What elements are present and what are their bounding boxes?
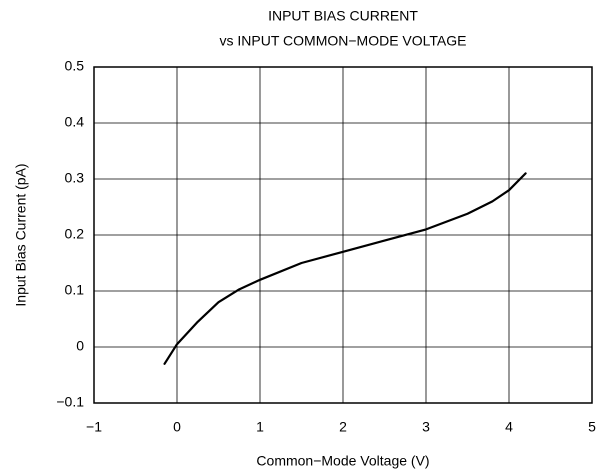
plot-frame <box>93 66 593 404</box>
y-tick-label: 0.5 <box>65 58 85 74</box>
x-tick-label: 5 <box>588 419 596 435</box>
y-axis-label: Input Bias Current (pA) <box>13 163 29 306</box>
x-tick-label: 3 <box>422 419 430 435</box>
y-tick-label: 0.1 <box>65 282 85 298</box>
y-tick-label: 0 <box>76 338 84 354</box>
y-tick-label: 0.3 <box>65 170 85 186</box>
y-tick-label: −0.1 <box>56 394 84 410</box>
x-tick-label: 4 <box>505 419 513 435</box>
y-tick-label: 0.4 <box>65 114 85 130</box>
data-line <box>163 172 527 365</box>
y-tick-label: 0.2 <box>65 226 85 242</box>
chart-title: INPUT BIAS CURRENT <box>268 8 418 24</box>
x-tick-label: 2 <box>339 419 347 435</box>
x-axis-label: Common−Mode Voltage (V) <box>256 453 429 469</box>
x-tick-label: 1 <box>256 419 264 435</box>
chart-subtitle: vs INPUT COMMON−MODE VOLTAGE <box>220 33 467 49</box>
x-tick-label: −1 <box>86 419 102 435</box>
x-tick-label: 0 <box>173 419 181 435</box>
